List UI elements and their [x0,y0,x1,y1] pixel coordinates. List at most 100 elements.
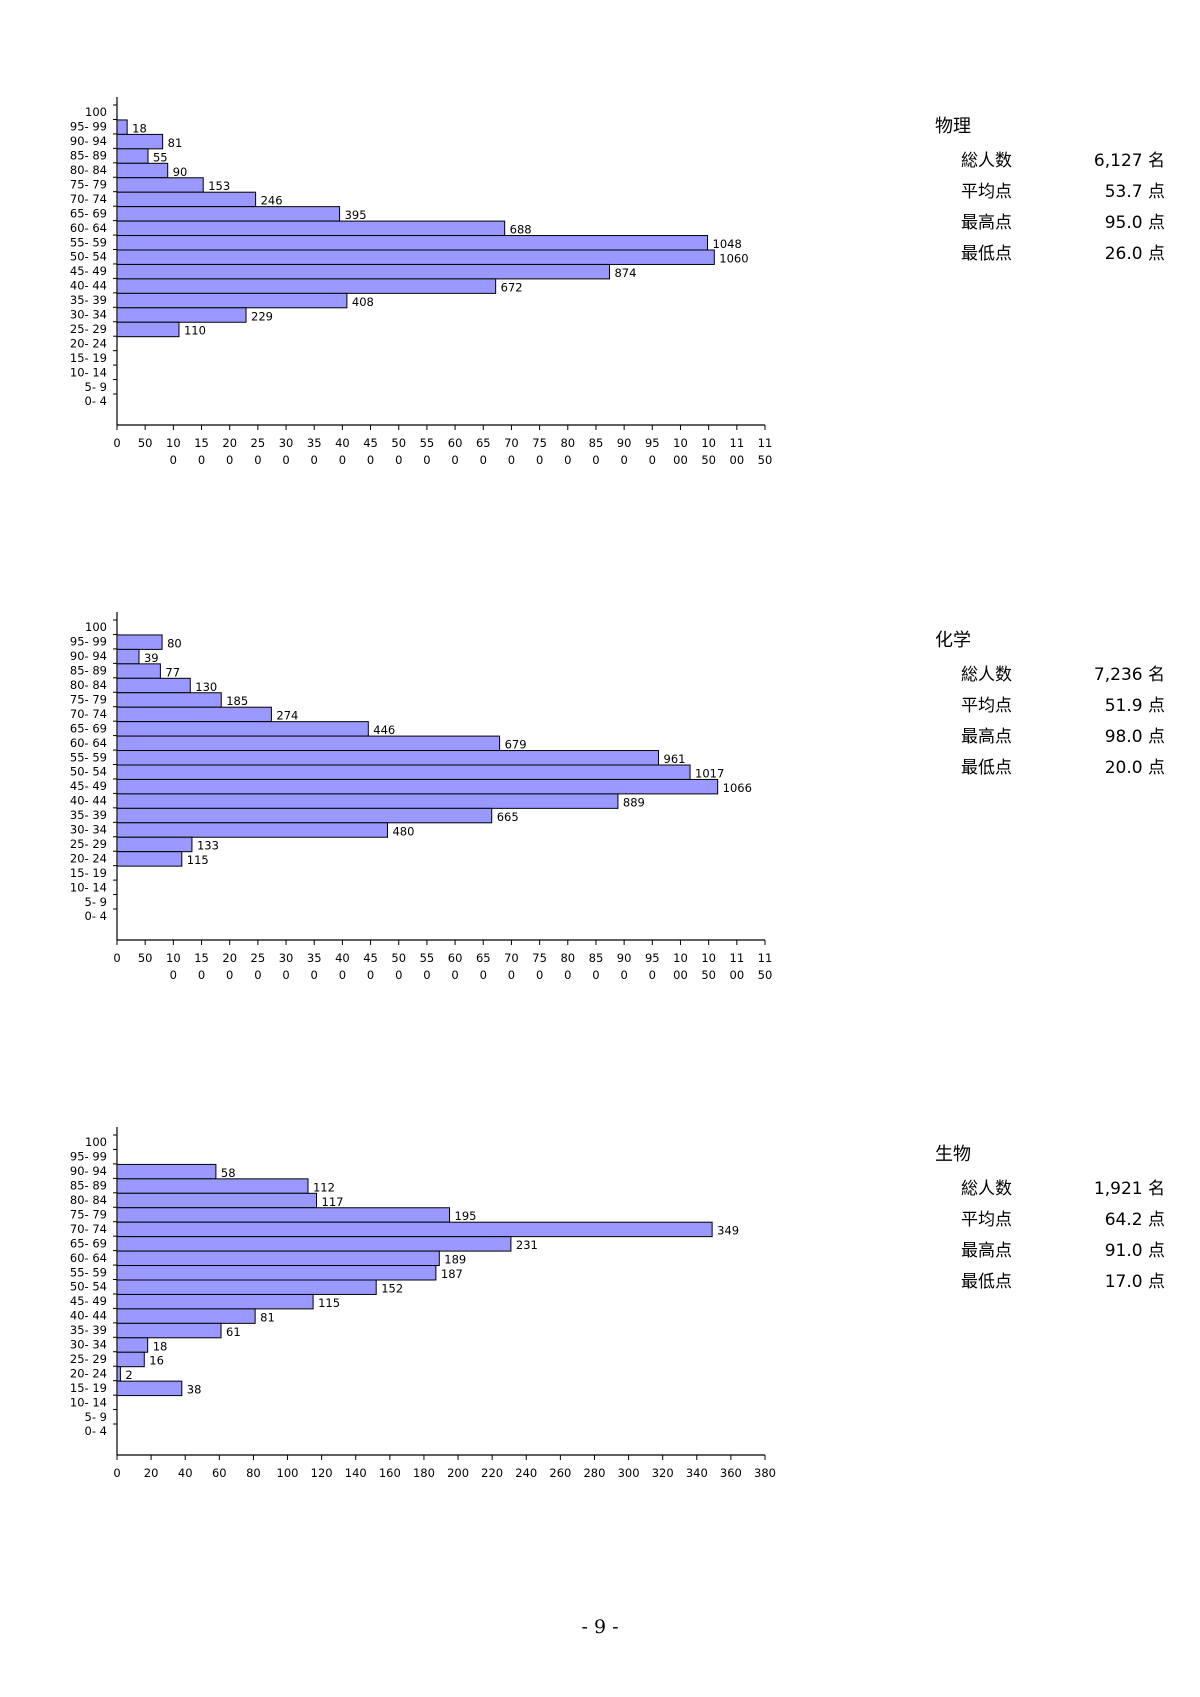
data-label: 408 [352,295,374,309]
bar [116,235,709,251]
x-tick-label: 260 [549,1466,571,1480]
data-label: 115 [187,853,209,867]
y-tick-label: 80- 84 [70,163,107,177]
y-tick-label: 55- 59 [70,1265,107,1279]
data-label: 153 [208,179,230,193]
bar [116,851,183,867]
x-tick-label: 80 [560,951,575,965]
bar [116,1351,145,1368]
y-tick-label: 50- 54 [70,765,107,779]
bar [116,263,610,280]
x-tick-label-line2: 0 [198,968,205,982]
x-tick-label-line2: 0 [480,968,487,982]
y-tick-label: 20- 24 [70,1366,107,1380]
x-tick-label-line2: 50 [758,968,773,982]
x-tick-label: 65 [476,436,491,450]
subject-title: 物理 [935,116,971,137]
y-tick-label: 45- 49 [70,264,107,278]
bar [116,1322,222,1339]
data-label: 117 [322,1195,344,1209]
data-label: 152 [381,1281,403,1295]
data-label: 115 [318,1296,340,1310]
x-tick-label: 75 [532,951,547,965]
y-tick-label: 85- 89 [70,149,107,163]
y-tick-label: 10- 14 [70,1395,107,1409]
x-tick-label: 100 [277,1466,299,1480]
y-tick-label: 75- 79 [70,692,107,706]
x-tick-label-line2: 0 [198,453,205,467]
x-tick-label: 10 [701,436,716,450]
data-label: 480 [392,824,414,838]
bar [116,1366,121,1382]
y-tick-label: 30- 34 [70,823,107,837]
stat-label: 総人数 [961,151,1012,171]
data-label: 61 [226,1325,241,1339]
x-tick-label: 50 [138,951,153,965]
y-tick-label: 95- 99 [70,635,107,649]
data-label: 80 [167,636,182,650]
y-tick-label: 85- 89 [70,664,107,678]
x-tick-label: 320 [652,1466,674,1480]
y-tick-label: 95- 99 [70,1150,107,1164]
data-label: 81 [168,136,183,150]
x-tick-label: 20 [144,1466,159,1480]
x-tick-label: 160 [379,1466,401,1480]
biology-stats: 生物 総人数 1,921 名 平均点 64.2 点 最高点 91.0 点 最低点 17.… [935,1140,1165,1298]
y-tick-label: 75- 79 [70,177,107,191]
bar [116,721,369,737]
x-tick-label-line2: 0 [620,968,627,982]
y-tick-label: 85- 89 [70,1179,107,1193]
x-tick-label-line2: 0 [339,453,346,467]
bar [116,822,388,838]
x-tick-label-line2: 0 [423,968,430,982]
x-tick-label-line2: 0 [311,968,318,982]
data-label: 961 [664,752,686,766]
data-label: 1066 [723,781,752,795]
data-label: 38 [187,1383,202,1397]
y-tick-label: 65- 69 [70,1236,107,1250]
x-tick-label: 35 [307,951,322,965]
data-label: 130 [195,680,217,694]
x-tick-label: 0 [113,436,120,450]
bar [116,663,161,679]
y-tick-label: 70- 74 [70,192,107,206]
y-tick-label: 50- 54 [70,1280,107,1294]
y-tick-label: 65- 69 [70,721,107,735]
x-tick-label-line2: 0 [620,453,627,467]
x-tick-label: 85 [589,951,604,965]
y-tick-label: 70- 74 [70,1222,107,1236]
y-tick-label: 35- 39 [70,293,107,307]
x-tick-label-line2: 0 [254,453,261,467]
data-label: 688 [510,223,532,237]
x-tick-label: 300 [618,1466,640,1480]
y-tick-label: 100 [85,620,107,634]
x-tick-label-line2: 0 [564,968,571,982]
stat-value: 1,921 名 [1093,1179,1165,1199]
bar [116,634,163,650]
x-tick-label-line2: 0 [649,453,656,467]
x-tick-label-line2: 0 [649,968,656,982]
bar [116,1265,437,1281]
bar [116,1380,183,1397]
stat-row-max: 最高点 98.0 点 [935,722,1165,753]
x-tick-label: 11 [758,951,773,965]
data-label: 1017 [695,766,724,780]
stat-row-mean: 平均点 51.9 点 [935,691,1165,722]
y-tick-label: 60- 64 [70,1251,107,1265]
stat-label: 最高点 [961,1241,1012,1261]
x-tick-label: 220 [481,1466,503,1480]
x-tick-label: 60 [448,951,463,965]
bar [116,1163,217,1180]
stat-value: 51.9 点 [1104,696,1165,716]
stat-value: 53.7 点 [1104,182,1165,202]
bar [116,148,149,164]
stat-label: 総人数 [961,665,1012,685]
x-tick-label: 200 [447,1466,469,1480]
x-tick-label-line2: 0 [339,968,346,982]
x-tick-label-line2: 50 [758,453,773,467]
x-tick-label: 70 [504,951,519,965]
stat-label: 平均点 [961,696,1012,716]
x-tick-label: 30 [279,951,294,965]
